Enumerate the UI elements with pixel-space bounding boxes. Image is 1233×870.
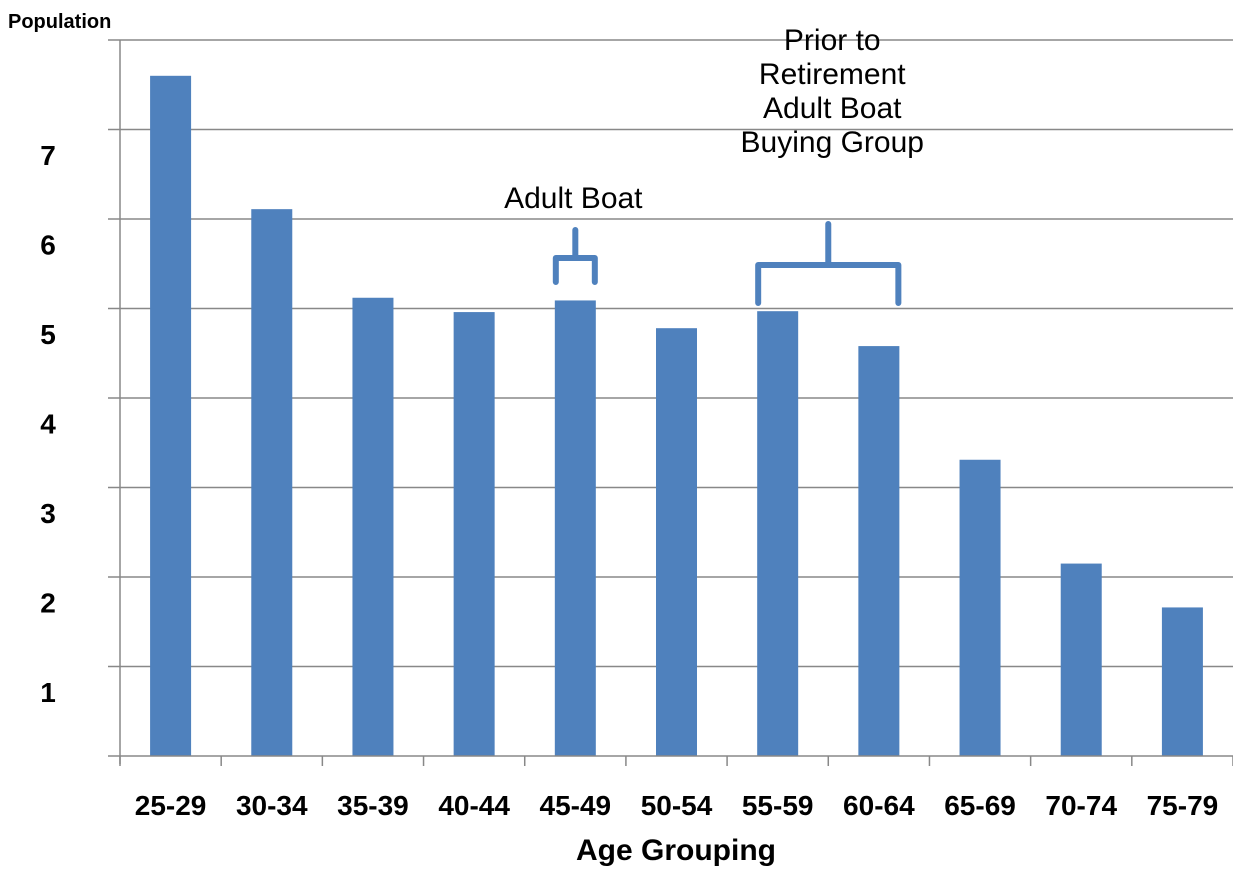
y-tick-label: 7: [40, 140, 56, 171]
x-tick-label: 35-39: [337, 790, 409, 821]
y-tick-label: 6: [40, 229, 56, 260]
y-tick-label: 5: [40, 319, 56, 350]
x-tick-label: 75-79: [1147, 790, 1219, 821]
axes: [108, 40, 1233, 766]
y-tick-labels: 1 2 3 4 5 6 7: [40, 140, 56, 708]
annotation-prior-to-retirement-line: Retirement: [759, 58, 906, 91]
x-tick-label: 55-59: [742, 790, 814, 821]
bar-55-59: [757, 311, 799, 756]
bar-65-69: [959, 459, 1001, 756]
x-axis-label: Age Grouping: [576, 834, 776, 867]
x-tick-labels: 25-29 30-34 35-39 40-44 45-49 50-54 55-59 60-64…: [135, 790, 1218, 821]
annotation-adult-boat-line: Adult Boat: [504, 182, 643, 215]
x-tick-label: 50-54: [641, 790, 713, 821]
annotation-prior-to-retirement-line: Prior to: [784, 24, 881, 57]
x-tick-label: 45-49: [540, 790, 612, 821]
x-tick-label: 25-29: [135, 790, 207, 821]
x-tick-label: 65-69: [944, 790, 1016, 821]
bar-45-49: [554, 300, 596, 756]
x-tick-label: 60-64: [843, 790, 915, 821]
y-tick-label: 3: [40, 498, 56, 529]
bar-75-79: [1161, 607, 1203, 756]
bar-50-54: [656, 328, 697, 756]
y-axis-label: Population: [8, 11, 111, 33]
bracket-prior-to-retirement: [755, 221, 902, 306]
x-tick-label: 30-34: [236, 790, 308, 821]
x-tick-label: 70-74: [1045, 790, 1117, 821]
bar-35-39: [352, 297, 394, 756]
bar-30-34: [251, 209, 293, 756]
bar-25-29: [150, 75, 192, 757]
annotation-prior-to-retirement-line: Adult Boat: [763, 92, 902, 125]
y-tick-label: 2: [40, 587, 56, 618]
bar-40-44: [453, 312, 495, 756]
y-tick-label: 1: [40, 677, 56, 708]
y-tick-label: 4: [40, 408, 56, 439]
annotation-prior-to-retirement-line: Buying Group: [741, 126, 924, 159]
bar-60-64: [858, 346, 900, 756]
x-tick-label: 40-44: [438, 790, 510, 821]
bracket-adult-boat: [552, 227, 598, 285]
bars: [150, 75, 1203, 757]
bar-70-74: [1060, 563, 1102, 756]
